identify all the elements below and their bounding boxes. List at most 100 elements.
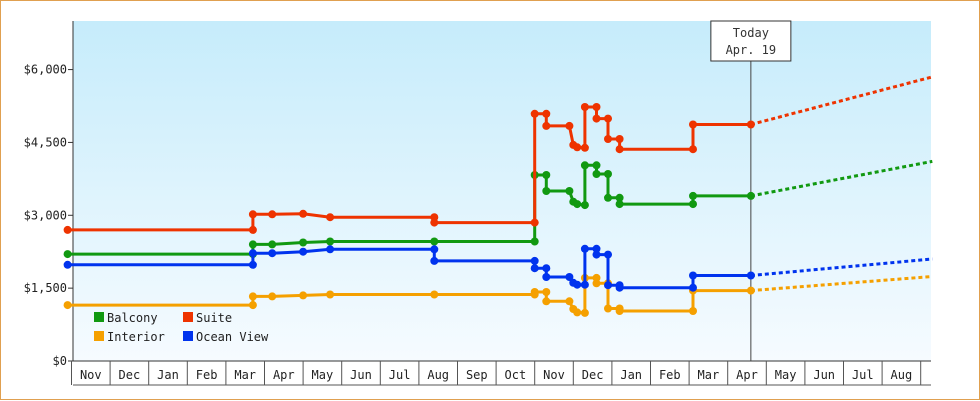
data-point[interactable] [580,280,589,289]
data-point[interactable] [299,247,308,256]
data-point[interactable] [326,245,335,254]
data-point[interactable] [542,187,551,195]
data-point[interactable] [542,288,551,296]
series-interior [63,273,933,317]
data-point[interactable] [248,225,257,234]
data-point[interactable] [604,193,612,202]
series-layer [63,75,933,317]
data-point[interactable] [565,273,574,281]
data-point[interactable] [542,264,551,273]
data-point[interactable] [604,170,612,178]
data-point[interactable] [530,256,539,265]
data-point[interactable] [542,273,551,281]
data-point[interactable] [580,143,589,152]
data-point[interactable] [268,292,277,301]
data-point[interactable] [604,250,612,259]
data-point[interactable] [604,135,612,143]
y-tick-label: $4,500 [24,135,67,149]
data-point[interactable] [248,240,257,249]
data-point[interactable] [430,218,439,227]
data-point[interactable] [689,191,697,200]
data-point[interactable] [565,121,574,130]
series-suite [63,75,933,234]
data-point[interactable] [689,307,697,315]
data-point[interactable] [268,240,277,249]
data-point[interactable] [592,161,601,170]
data-point[interactable] [565,297,574,306]
legend-swatch-ocean-view [183,331,193,341]
data-point[interactable] [580,103,589,111]
data-point[interactable] [299,291,308,300]
data-point[interactable] [430,256,439,265]
data-point[interactable] [542,171,551,179]
data-point[interactable] [268,210,277,219]
data-point[interactable] [530,218,539,227]
data-point[interactable] [299,209,308,218]
data-point[interactable] [689,145,697,154]
data-point[interactable] [746,286,755,295]
data-point[interactable] [530,288,539,296]
data-point[interactable] [746,120,755,129]
y-tick-label: $3,000 [24,208,67,222]
data-point[interactable] [530,109,539,118]
data-point[interactable] [592,250,601,259]
data-point[interactable] [430,237,439,246]
data-point[interactable] [248,260,257,269]
data-point[interactable] [63,225,72,234]
y-tick-label: $6,000 [24,63,67,77]
data-point[interactable] [615,283,624,292]
data-point[interactable] [580,244,589,253]
data-point[interactable] [746,271,755,280]
data-point[interactable] [746,191,755,200]
data-point[interactable] [326,290,335,299]
data-point[interactable] [63,301,72,310]
data-point[interactable] [615,200,624,209]
data-point[interactable] [604,114,612,123]
data-point[interactable] [430,245,439,254]
data-point[interactable] [565,187,574,195]
data-point[interactable] [615,307,624,315]
data-point[interactable] [248,249,257,258]
legend: Balcony Suite Interior Ocean View [94,311,269,344]
x-tick-label: Feb [196,368,218,382]
data-point[interactable] [248,301,257,310]
data-point[interactable] [592,103,601,111]
data-point[interactable] [604,281,612,290]
data-point[interactable] [592,279,601,288]
data-point[interactable] [542,297,551,306]
data-point[interactable] [615,145,624,154]
data-point[interactable] [689,283,697,292]
data-point[interactable] [580,161,589,170]
data-point[interactable] [615,193,624,202]
data-point[interactable] [530,237,539,246]
data-point[interactable] [248,292,257,301]
data-point[interactable] [689,120,697,129]
data-point[interactable] [604,304,612,313]
data-point[interactable] [592,170,601,178]
data-point[interactable] [268,249,277,258]
x-tick-label: Jan [157,368,179,382]
data-point[interactable] [430,290,439,299]
data-point[interactable] [63,260,72,269]
data-point[interactable] [542,109,551,118]
data-point[interactable] [592,244,601,253]
data-point[interactable] [573,143,582,152]
data-point[interactable] [580,308,589,317]
data-point[interactable] [248,210,257,219]
data-point[interactable] [326,213,335,222]
data-point[interactable] [573,200,582,209]
data-point[interactable] [592,114,601,123]
data-point[interactable] [689,271,697,280]
data-point[interactable] [530,264,539,273]
x-tick-label: Dec [119,368,141,382]
data-point[interactable] [326,237,335,246]
data-point[interactable] [573,280,582,289]
data-point[interactable] [542,121,551,130]
data-point[interactable] [580,201,589,210]
data-point[interactable] [689,200,697,209]
data-point[interactable] [299,238,308,247]
data-point[interactable] [573,308,582,317]
data-point[interactable] [63,250,72,259]
data-point[interactable] [615,135,624,143]
series-ocean-view [63,244,933,292]
